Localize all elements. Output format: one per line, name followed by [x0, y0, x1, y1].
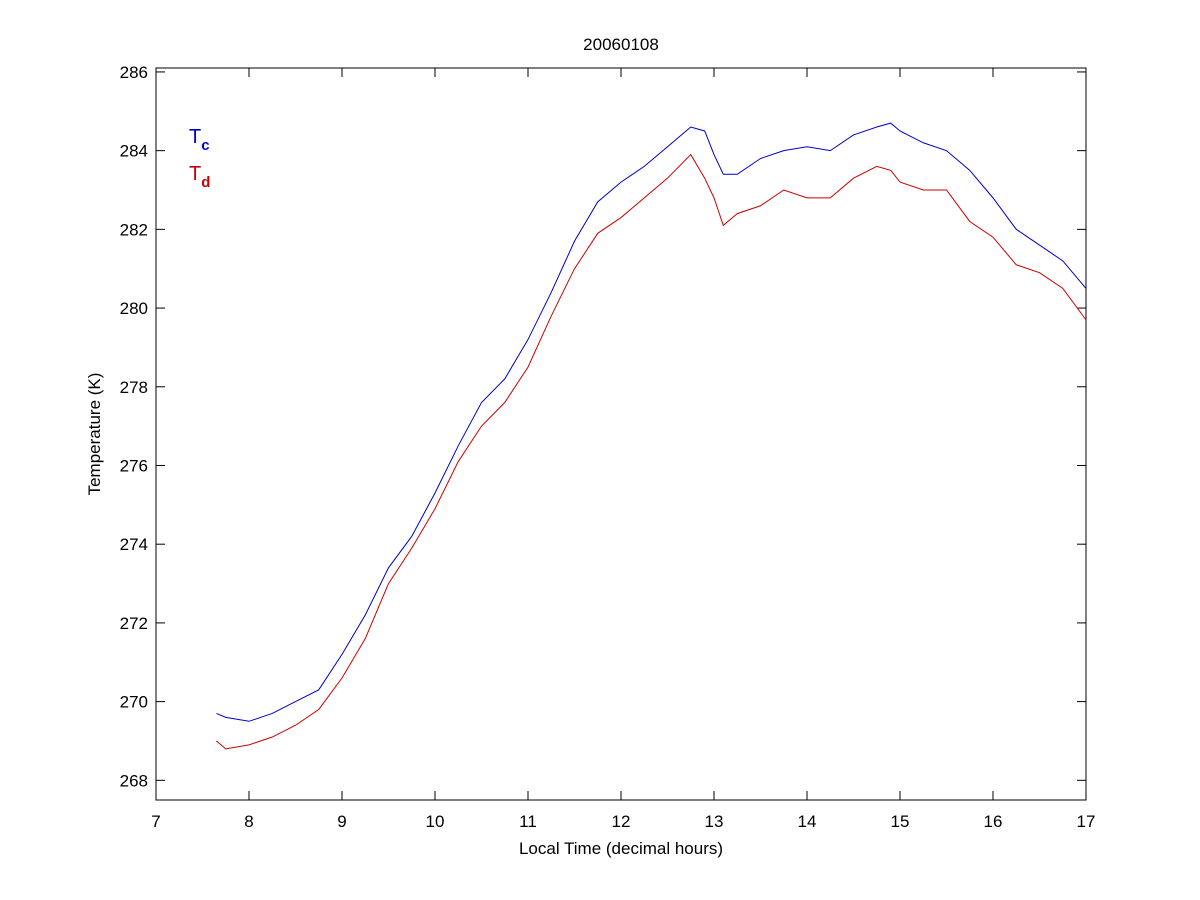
series-line	[216, 153, 1087, 750]
x-tick-label: 17	[1077, 812, 1096, 831]
y-tick-label: 276	[120, 456, 148, 475]
x-tick-label: 9	[337, 812, 346, 831]
y-tick-label: 282	[120, 220, 148, 239]
y-tick-label: 274	[120, 535, 148, 554]
chart-title: 20060108	[583, 35, 659, 54]
series-line	[216, 122, 1087, 722]
x-tick-label: 11	[519, 812, 537, 831]
x-tick-label: 16	[984, 812, 1003, 831]
y-tick-label: 278	[120, 378, 148, 397]
x-tick-label: 13	[705, 812, 724, 831]
x-tick-label: 8	[244, 812, 253, 831]
y-tick-label: 270	[120, 693, 148, 712]
y-tick-label: 286	[120, 63, 148, 82]
y-tick-label: 280	[120, 299, 148, 318]
x-tick-label: 12	[612, 812, 631, 831]
y-tick-label: 284	[120, 142, 148, 161]
y-tick-label: 268	[120, 771, 148, 790]
x-tick-label: 14	[798, 812, 817, 831]
x-tick-label: 15	[891, 812, 910, 831]
y-axis-label: Temperature (K)	[85, 373, 104, 496]
x-tick-label: 7	[151, 812, 160, 831]
x-axis-label: Local Time (decimal hours)	[519, 839, 723, 858]
legend-entry: Tc	[189, 126, 210, 154]
y-tick-label: 272	[120, 614, 148, 633]
legend-entry: Td	[189, 163, 210, 191]
x-tick-label: 10	[426, 812, 445, 831]
